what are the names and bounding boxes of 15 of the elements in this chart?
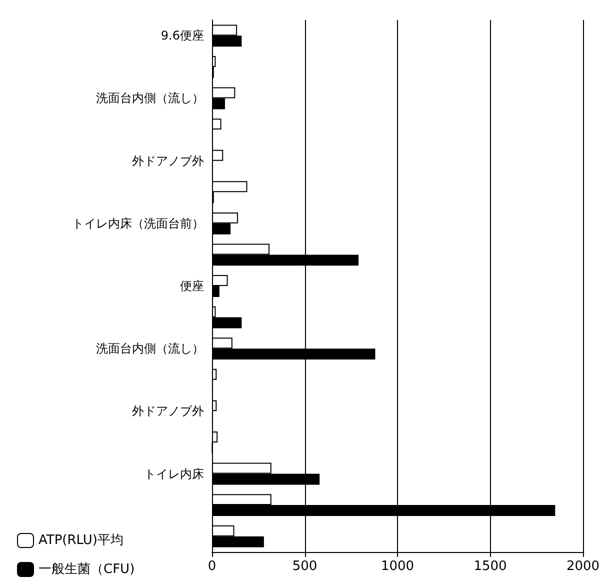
x-tick-label: 2000	[566, 559, 600, 574]
x-tick-label: 500	[292, 559, 318, 574]
y-tick-label: 便座	[180, 279, 204, 293]
y-tick-label: 洗面台内側（流し）	[96, 91, 204, 106]
y-tick-label: トイレ内床（洗面台前）	[72, 216, 204, 230]
y-tick-label: 洗面台内側（流し）	[96, 342, 204, 356]
y-tick-label: 9.6便座	[160, 28, 204, 43]
y-tick-label: 外ドアノブ外	[132, 404, 204, 418]
legend-label: 一般生菌（CFU)	[38, 562, 135, 577]
x-tick-label: 0	[208, 559, 216, 574]
x-tick-label: 1000	[380, 559, 414, 574]
x-tick-label: 1500	[474, 559, 507, 574]
legend-label: ATP(RLU)平均	[38, 533, 124, 548]
y-tick-label: 外ドアノブ外	[132, 154, 204, 168]
y-tick-label: トイレ内床	[144, 466, 204, 481]
